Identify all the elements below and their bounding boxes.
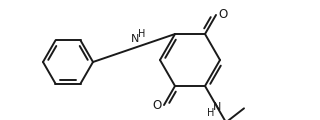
Text: O: O (218, 9, 228, 21)
Text: O: O (152, 99, 162, 111)
Text: N: N (131, 34, 139, 44)
Text: H: H (138, 29, 146, 39)
Text: N: N (213, 102, 221, 112)
Text: H: H (207, 108, 215, 118)
